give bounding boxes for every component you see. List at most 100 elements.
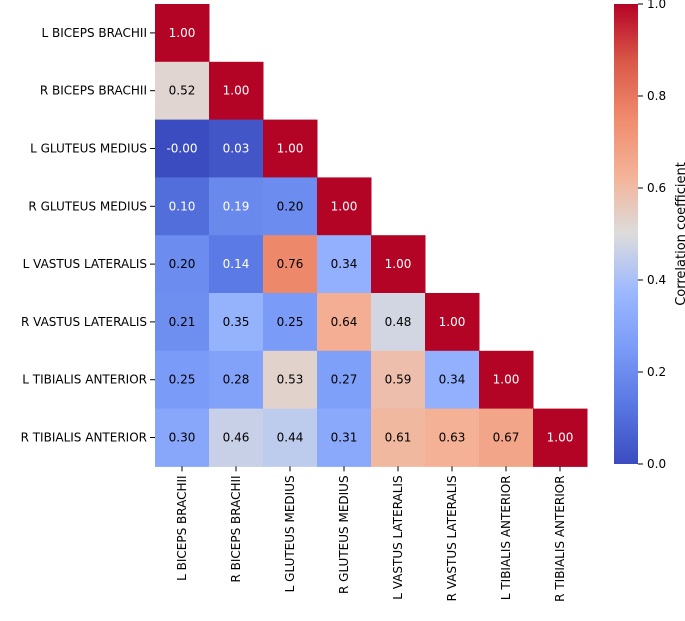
- heatmap-cell: [263, 350, 318, 410]
- row-label: L GLUTEUS MEDIUS: [30, 142, 147, 156]
- heatmap-cell: [263, 293, 318, 352]
- heatmap-cell: [317, 408, 372, 467]
- heatmap-cell: [209, 293, 264, 352]
- row-label: R TIBIALIS ANTERIOR: [21, 431, 147, 445]
- cell-value-label: 0.76: [277, 257, 304, 271]
- heatmap-cell: [209, 408, 264, 467]
- cell-value-label: 1.00: [385, 257, 412, 271]
- cell-value-label: 1.00: [331, 199, 358, 213]
- cell-value-label: 0.19: [223, 199, 250, 213]
- heatmap-cell: [371, 350, 426, 410]
- row-label: R GLUTEUS MEDIUS: [28, 199, 147, 213]
- cell-value-label: 0.14: [223, 257, 250, 271]
- colorbar-label: Correlation coefficient: [674, 162, 685, 306]
- heatmap-cell: [155, 293, 210, 352]
- colorbar-tick-label: 0.6: [647, 181, 666, 195]
- colorbar-ticks: 0.0 0.2 0.4 0.6 0.8 1.0: [638, 0, 666, 471]
- heatmap-cell: [425, 350, 480, 410]
- heatmap-cell: [155, 408, 210, 467]
- heatmap-cell: [263, 177, 318, 236]
- heatmap-cell: [209, 235, 264, 294]
- cell-value-label: 0.44: [277, 431, 304, 445]
- cell-value-label: 0.20: [169, 257, 196, 271]
- heatmap-cell: [479, 350, 534, 410]
- cell-value-label: 1.00: [439, 315, 466, 329]
- colorbar-tick-label: 0.4: [647, 273, 666, 287]
- colorbar-gradient: [614, 4, 638, 464]
- cell-value-label: 0.61: [385, 431, 412, 445]
- heatmap-cell: [263, 235, 318, 294]
- cell-value-label: 0.27: [331, 373, 358, 387]
- cell-value-label: -0.00: [166, 142, 197, 156]
- cell-value-label: 0.59: [385, 373, 412, 387]
- heatmap-cell: [317, 293, 372, 352]
- cell-value-label: 0.35: [223, 315, 250, 329]
- cell-value-label: 0.67: [493, 431, 520, 445]
- cell-value-label: 1.00: [223, 84, 250, 98]
- row-label: L BICEPS BRACHII: [42, 26, 147, 40]
- heatmap-cell: [155, 4, 210, 63]
- heatmap-cell: [209, 350, 264, 410]
- heatmap-cell: [371, 408, 426, 467]
- heatmap-cell: [425, 408, 480, 467]
- cell-value-label: 0.20: [277, 199, 304, 213]
- cell-value-label: 0.48: [385, 315, 412, 329]
- heatmap-cell: [317, 235, 372, 294]
- row-label: L TIBIALIS ANTERIOR: [22, 373, 147, 387]
- colorbar-tick-label: 1.0: [647, 0, 666, 11]
- heatmap-cell: [209, 177, 264, 236]
- cell-value-label: 0.34: [439, 373, 466, 387]
- cell-value-label: 0.63: [439, 431, 466, 445]
- column-label: L VASTUS LATERALIS: [391, 475, 405, 599]
- row-labels: L BICEPS BRACHII R BICEPS BRACHII L GLUTEU…: [21, 26, 155, 445]
- column-label: R VASTUS LATERALIS: [445, 475, 459, 601]
- cell-value-label: 0.46: [223, 431, 250, 445]
- cell-value-label: 0.64: [331, 315, 358, 329]
- cell-value-label: 1.00: [169, 26, 196, 40]
- row-label: R BICEPS BRACHII: [40, 84, 147, 98]
- heatmap-cell: [317, 350, 372, 410]
- column-labels: L BICEPS BRACHII R BICEPS BRACHII L GLUTEU…: [175, 466, 567, 602]
- cell-value-label: 0.25: [169, 373, 196, 387]
- heatmap-cell: [209, 119, 264, 178]
- cell-value-label: 0.28: [223, 373, 250, 387]
- cell-value-label: 0.34: [331, 257, 358, 271]
- row-label: L VASTUS LATERALIS: [23, 257, 147, 271]
- cell-value-label: 0.30: [169, 431, 196, 445]
- heatmap-cell: [209, 61, 264, 121]
- cell-value-label: 1.00: [493, 373, 520, 387]
- heatmap-cell: [371, 293, 426, 352]
- column-label: R GLUTEUS MEDIUS: [337, 475, 351, 594]
- column-label: L TIBIALIS ANTERIOR: [499, 475, 513, 600]
- cell-value-label: 0.25: [277, 315, 304, 329]
- heatmap-cell: [263, 408, 318, 467]
- heatmap-cells: 1.00 0.52 1.00 -0.00 0.03 1.00 0.10 0.19 0.20 1.0…: [155, 4, 588, 467]
- column-label: R TIBIALIS ANTERIOR: [553, 475, 567, 601]
- colorbar-tick-label: 0.0: [647, 457, 666, 471]
- column-label: L BICEPS BRACHII: [175, 475, 189, 580]
- heatmap-cell: [317, 177, 372, 236]
- cell-value-label: 0.31: [331, 431, 358, 445]
- colorbar-tick-label: 0.8: [647, 89, 666, 103]
- row-label: R VASTUS LATERALIS: [21, 315, 147, 329]
- cell-value-label: 1.00: [547, 431, 574, 445]
- cell-value-label: 0.52: [169, 84, 196, 98]
- heatmap-cell: [263, 119, 318, 178]
- cell-value-label: 0.10: [169, 199, 196, 213]
- colorbar: 0.0 0.2 0.4 0.6 0.8 1.0 Correlation coefficie…: [614, 0, 685, 471]
- heatmap-cell: [155, 119, 210, 178]
- heatmap-cell: [155, 61, 210, 121]
- column-label: R BICEPS BRACHII: [229, 475, 243, 582]
- heatmap-cell: [533, 408, 588, 467]
- cell-value-label: 0.03: [223, 142, 250, 156]
- heatmap-cell: [155, 235, 210, 294]
- cell-value-label: 0.21: [169, 315, 196, 329]
- heatmap-cell: [479, 408, 534, 467]
- heatmap-cell: [155, 350, 210, 410]
- column-label: L GLUTEUS MEDIUS: [283, 475, 297, 592]
- colorbar-tick-label: 0.2: [647, 365, 666, 379]
- cell-value-label: 1.00: [277, 142, 304, 156]
- heatmap-cell: [155, 177, 210, 236]
- heatmap-cell: [425, 293, 480, 352]
